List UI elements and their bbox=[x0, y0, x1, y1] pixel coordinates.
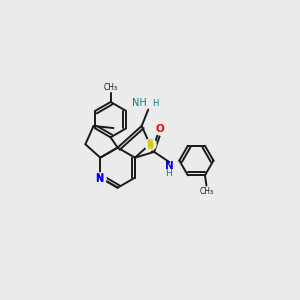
Text: N: N bbox=[165, 161, 174, 171]
Text: CH₃: CH₃ bbox=[103, 83, 118, 92]
Text: N: N bbox=[95, 173, 103, 183]
Text: H: H bbox=[152, 99, 158, 108]
Text: O: O bbox=[156, 124, 164, 134]
Text: H: H bbox=[165, 169, 172, 178]
Text: S: S bbox=[146, 139, 153, 149]
Text: N: N bbox=[95, 174, 103, 184]
Text: S: S bbox=[146, 141, 153, 151]
Text: CH₃: CH₃ bbox=[200, 187, 214, 196]
Text: NH: NH bbox=[132, 98, 147, 108]
